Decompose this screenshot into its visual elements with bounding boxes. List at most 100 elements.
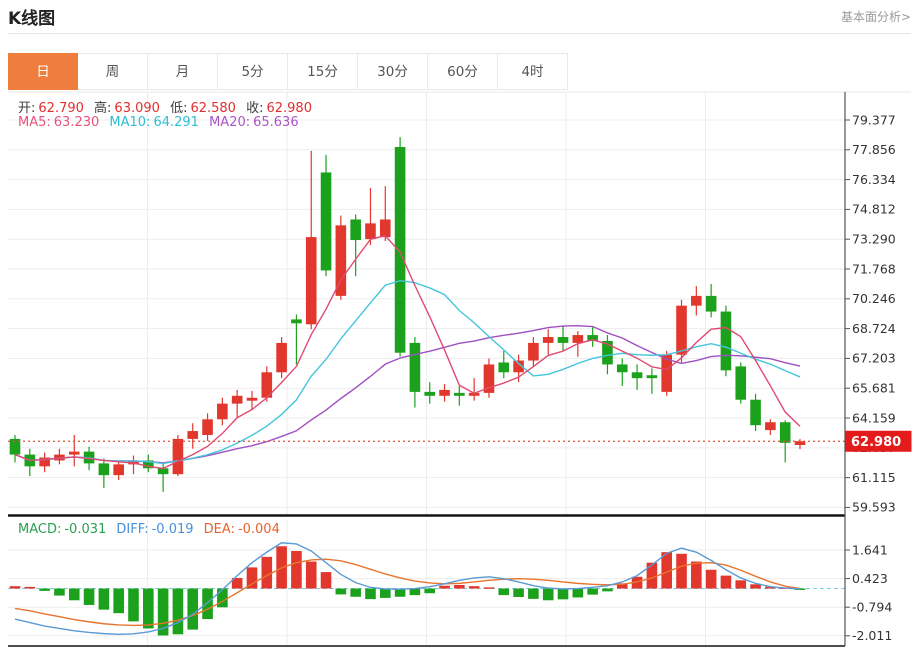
macd-bar [468, 586, 480, 589]
candle-body [217, 403, 228, 420]
tab-week[interactable]: 周 [78, 53, 148, 90]
macd-bar [646, 562, 658, 589]
macd-bar [720, 575, 732, 589]
macd-bar [365, 588, 376, 600]
timeframe-tabs: 日周月 5分 15分 30分 60分 4时 [8, 53, 568, 90]
macd-bar [794, 588, 806, 590]
macd-bar [113, 588, 124, 614]
macd-bar [98, 588, 110, 610]
macd-axis-labels: 1.641 0.423 -0.794 -2.011 [845, 542, 892, 643]
candle-body [409, 342, 421, 392]
macd-bar [350, 588, 361, 597]
candle-body [320, 172, 332, 271]
candle-body [202, 419, 213, 435]
macd-bar [661, 552, 672, 589]
candle-body [261, 372, 273, 398]
macd-bar [246, 567, 258, 589]
grid-lines [8, 92, 845, 645]
title-bar: K线图 基本面分析> [8, 0, 911, 34]
diff-label: DIFF: [116, 522, 149, 537]
macd-bar [750, 584, 761, 589]
candle-body [187, 431, 199, 439]
macd-axis-label: -0.794 [852, 600, 892, 615]
macd-bar [602, 588, 613, 592]
tab-min15[interactable]: 15分 [288, 53, 358, 90]
candle-body [454, 392, 465, 396]
diff-value: -0.019 [151, 522, 194, 537]
macd-bar [231, 577, 243, 589]
macd-bar [335, 588, 347, 595]
candle-body [9, 438, 21, 455]
price-axis-label: 64.159 [852, 410, 896, 425]
macd-bar [498, 588, 510, 596]
candle-body [335, 225, 347, 296]
ma10-line [14, 279, 801, 465]
macd-bar [542, 588, 554, 601]
tab-min60[interactable]: 60分 [428, 53, 498, 90]
fundamental-analysis-link[interactable]: 基本面分析> [840, 10, 911, 24]
ma10-value: 64.291 [153, 115, 199, 130]
tab-hour4[interactable]: 4时 [498, 53, 568, 90]
macd-bar [157, 588, 169, 636]
tab-day[interactable]: 日 [8, 53, 78, 90]
tab-min5[interactable]: 5分 [218, 53, 288, 90]
macd-bar [187, 588, 199, 630]
macd-axis-label: -2.011 [852, 628, 892, 643]
macd-histogram [9, 546, 806, 636]
macd-bar [39, 588, 50, 591]
macd-bar [143, 588, 154, 629]
tab-min30[interactable]: 30分 [358, 53, 428, 90]
ma-readout: MA5: 63.230 MA10: 64.291 MA20: 65.636 [18, 115, 305, 130]
candles [9, 137, 806, 492]
macd-bar [291, 550, 302, 589]
price-axis-label: 70.246 [852, 291, 896, 306]
ma5-value: 63.230 [53, 115, 100, 130]
dea-value: -0.004 [237, 522, 280, 537]
macd-axis-label: 0.423 [852, 571, 888, 586]
macd-bar [68, 588, 80, 601]
candle-body [735, 366, 747, 400]
tab-month[interactable]: 月 [148, 53, 218, 90]
candle-body [542, 337, 554, 343]
candle-body [646, 375, 658, 379]
macd-bar [128, 588, 139, 622]
macd-bar [735, 580, 747, 589]
macd-value: -0.031 [64, 522, 107, 537]
price-axis-label: 67.203 [852, 351, 896, 366]
candle-body [572, 335, 584, 343]
candle-body [765, 422, 776, 431]
open-value: 62.790 [38, 101, 84, 116]
candle-body [54, 454, 65, 461]
macd-bar [587, 588, 598, 595]
ma5-line [14, 234, 801, 470]
price-axis-label: 61.115 [852, 470, 896, 485]
low-label: 低: [170, 101, 188, 116]
price-axis-label: 59.593 [852, 500, 896, 515]
high-label: 高: [94, 101, 112, 116]
candle-body [39, 457, 50, 467]
close-label: 收: [246, 101, 264, 116]
candle-body [705, 295, 717, 312]
candle-body [498, 362, 510, 373]
dea-line [14, 558, 801, 627]
macd-bar [54, 588, 65, 596]
price-axis-label: 79.377 [852, 112, 896, 127]
price-axis-label: 68.724 [852, 321, 896, 336]
macd-bar [676, 553, 687, 589]
candle-body [143, 460, 154, 469]
candle-body [750, 399, 761, 426]
candle-body [661, 354, 672, 392]
macd-bar [9, 586, 21, 589]
macd-bar [513, 588, 524, 597]
price-axis-label: 73.290 [852, 232, 896, 247]
macd-bar [705, 569, 717, 589]
candle-body [276, 342, 287, 373]
low-value: 62.580 [190, 101, 236, 116]
macd-bar [261, 556, 273, 589]
candle-body [779, 422, 791, 443]
candle-body [439, 389, 450, 396]
candle-body [483, 364, 495, 393]
candle-body [794, 441, 806, 445]
